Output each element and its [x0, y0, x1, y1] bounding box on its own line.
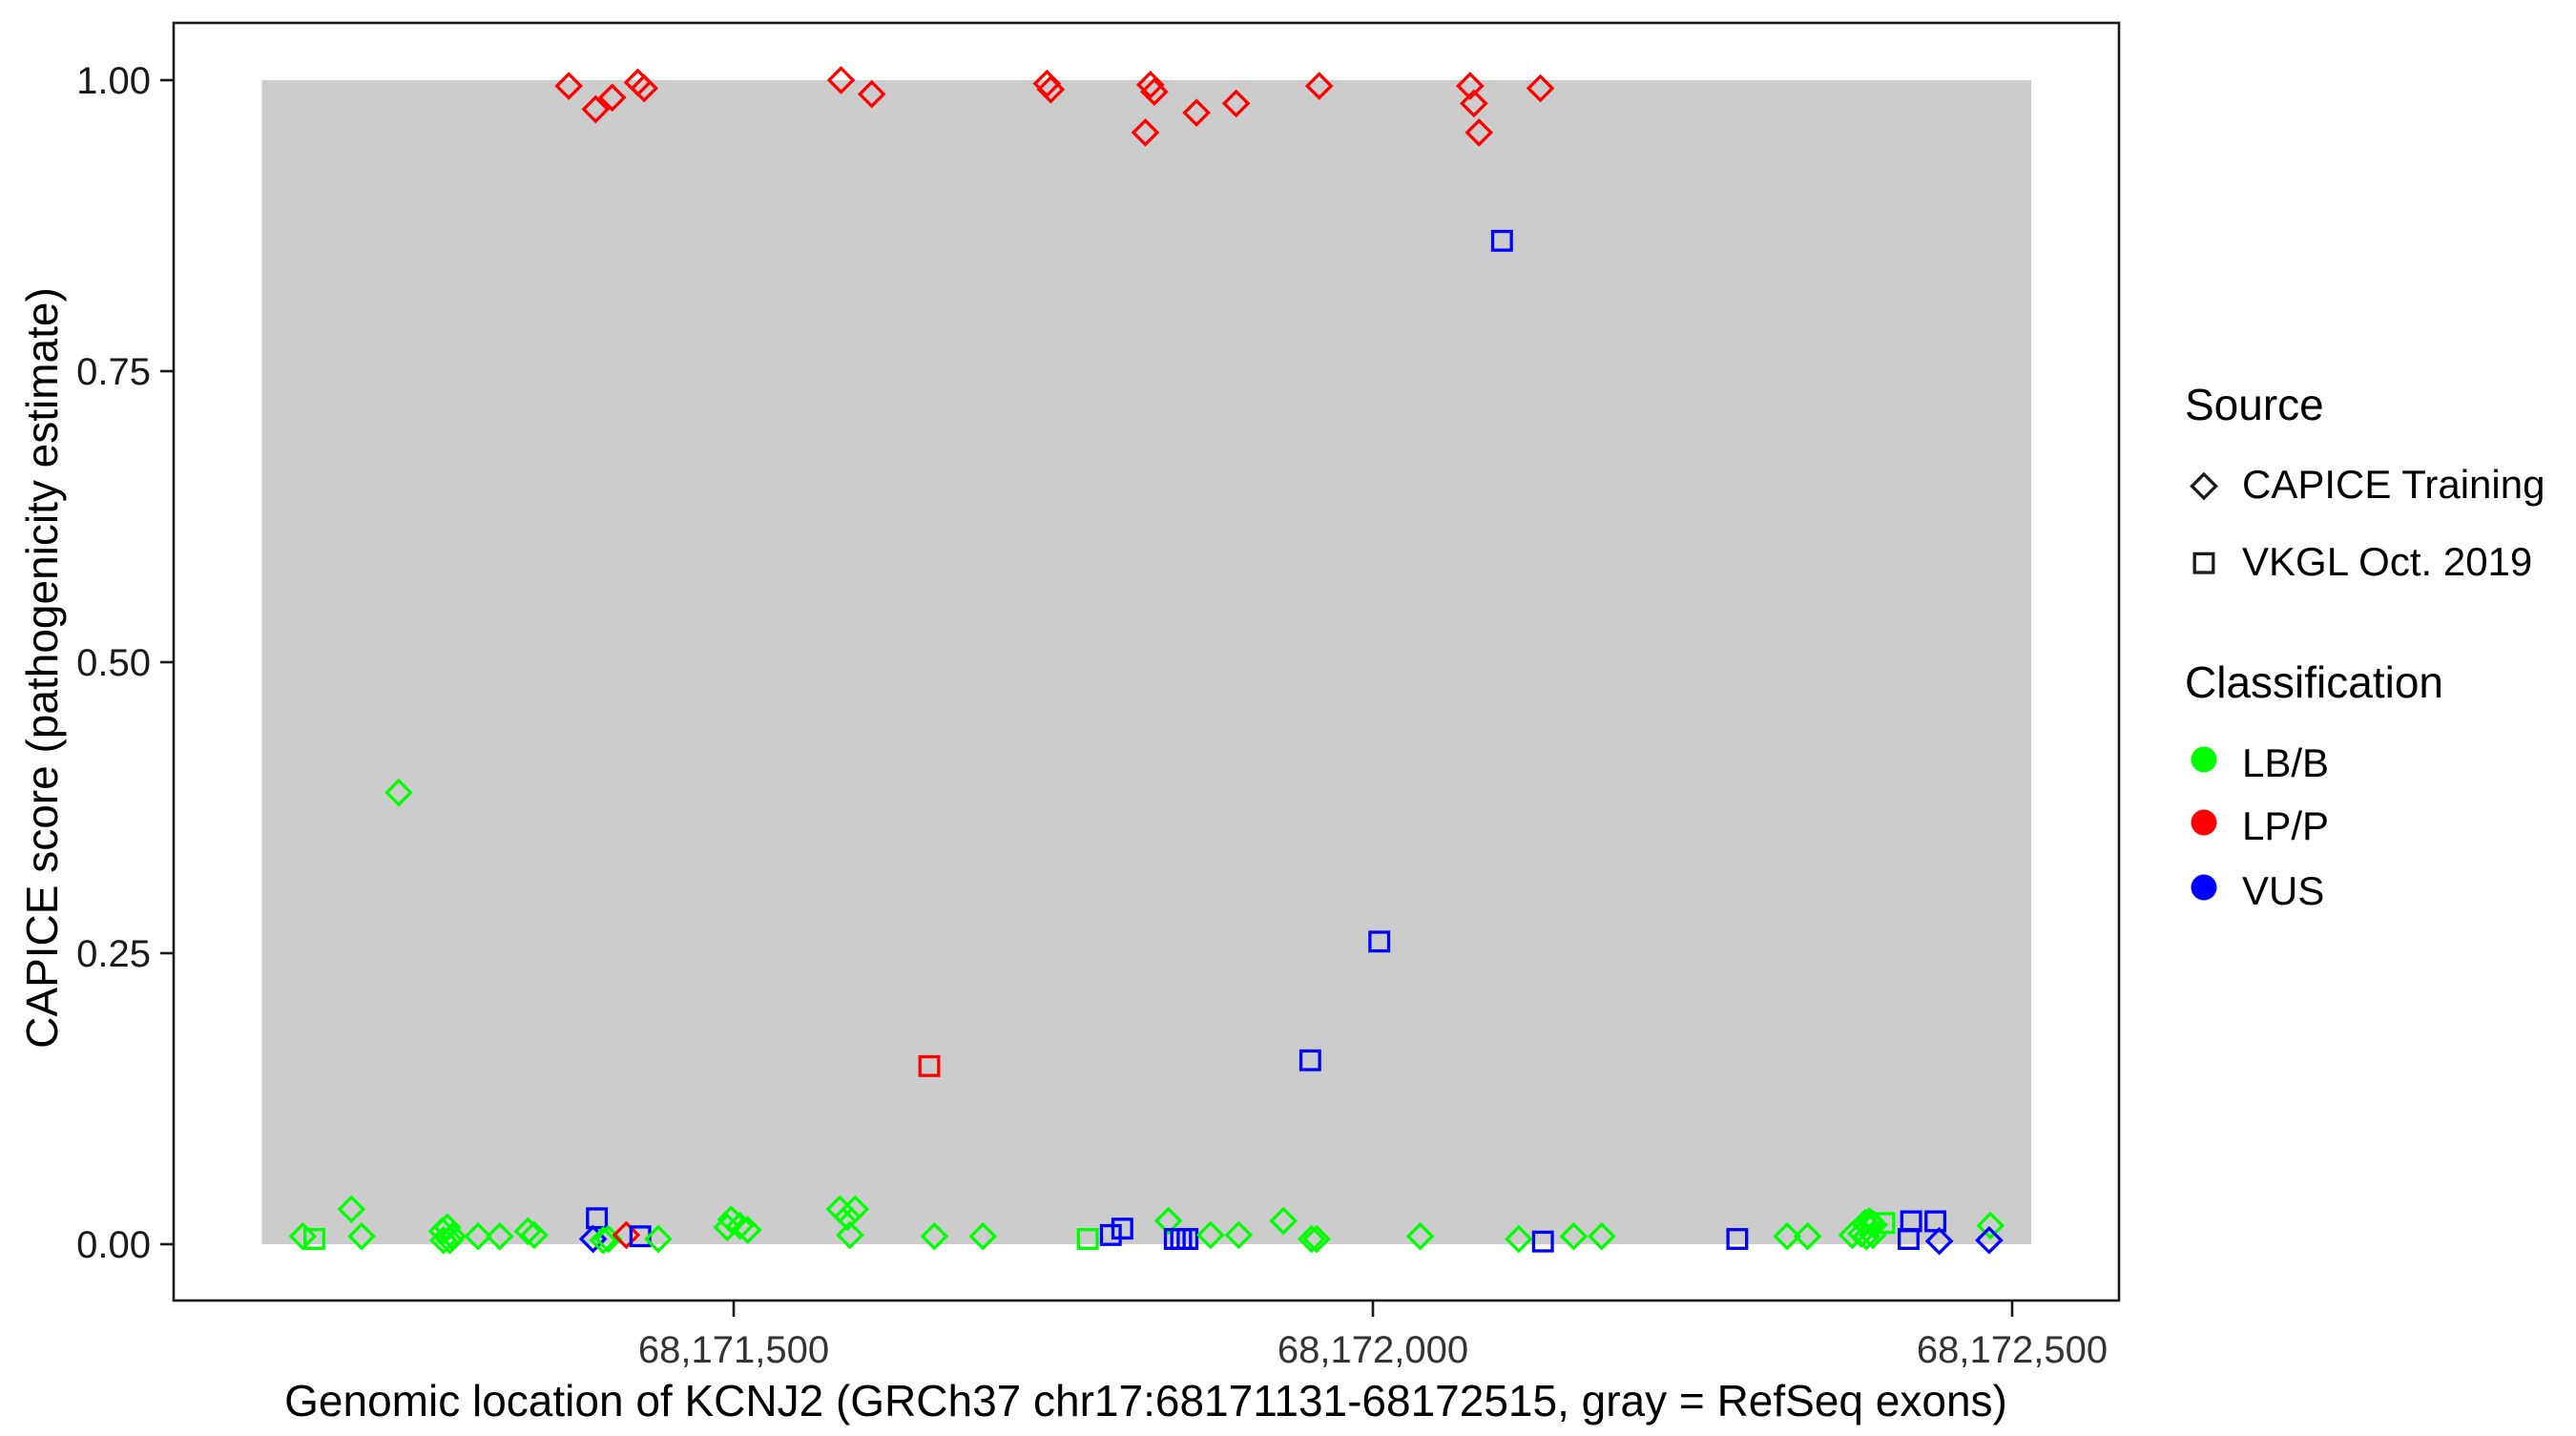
svg-text:68,171,500: 68,171,500	[638, 1329, 829, 1371]
svg-text:CAPICE score (pathogenicity es: CAPICE score (pathogenicity estimate)	[17, 287, 67, 1049]
svg-text:68,172,500: 68,172,500	[1917, 1329, 2108, 1371]
svg-text:0.25: 0.25	[76, 933, 151, 975]
svg-text:Source: Source	[2185, 380, 2324, 429]
svg-text:LB/B: LB/B	[2242, 740, 2329, 785]
svg-text:1.00: 1.00	[76, 60, 151, 102]
svg-text:LP/P: LP/P	[2242, 803, 2329, 848]
svg-text:0.00: 0.00	[76, 1224, 151, 1266]
svg-text:68,172,000: 68,172,000	[1278, 1329, 1468, 1371]
svg-text:CAPICE Training: CAPICE Training	[2242, 462, 2545, 507]
svg-text:Classification: Classification	[2185, 657, 2443, 707]
svg-text:VKGL Oct. 2019: VKGL Oct. 2019	[2242, 539, 2532, 584]
svg-text:0.75: 0.75	[76, 351, 151, 393]
svg-text:0.50: 0.50	[76, 642, 151, 684]
svg-text:VUS: VUS	[2242, 868, 2324, 913]
svg-text:Genomic location of KCNJ2 (GRC: Genomic location of KCNJ2 (GRCh37 chr17:…	[284, 1376, 2007, 1426]
